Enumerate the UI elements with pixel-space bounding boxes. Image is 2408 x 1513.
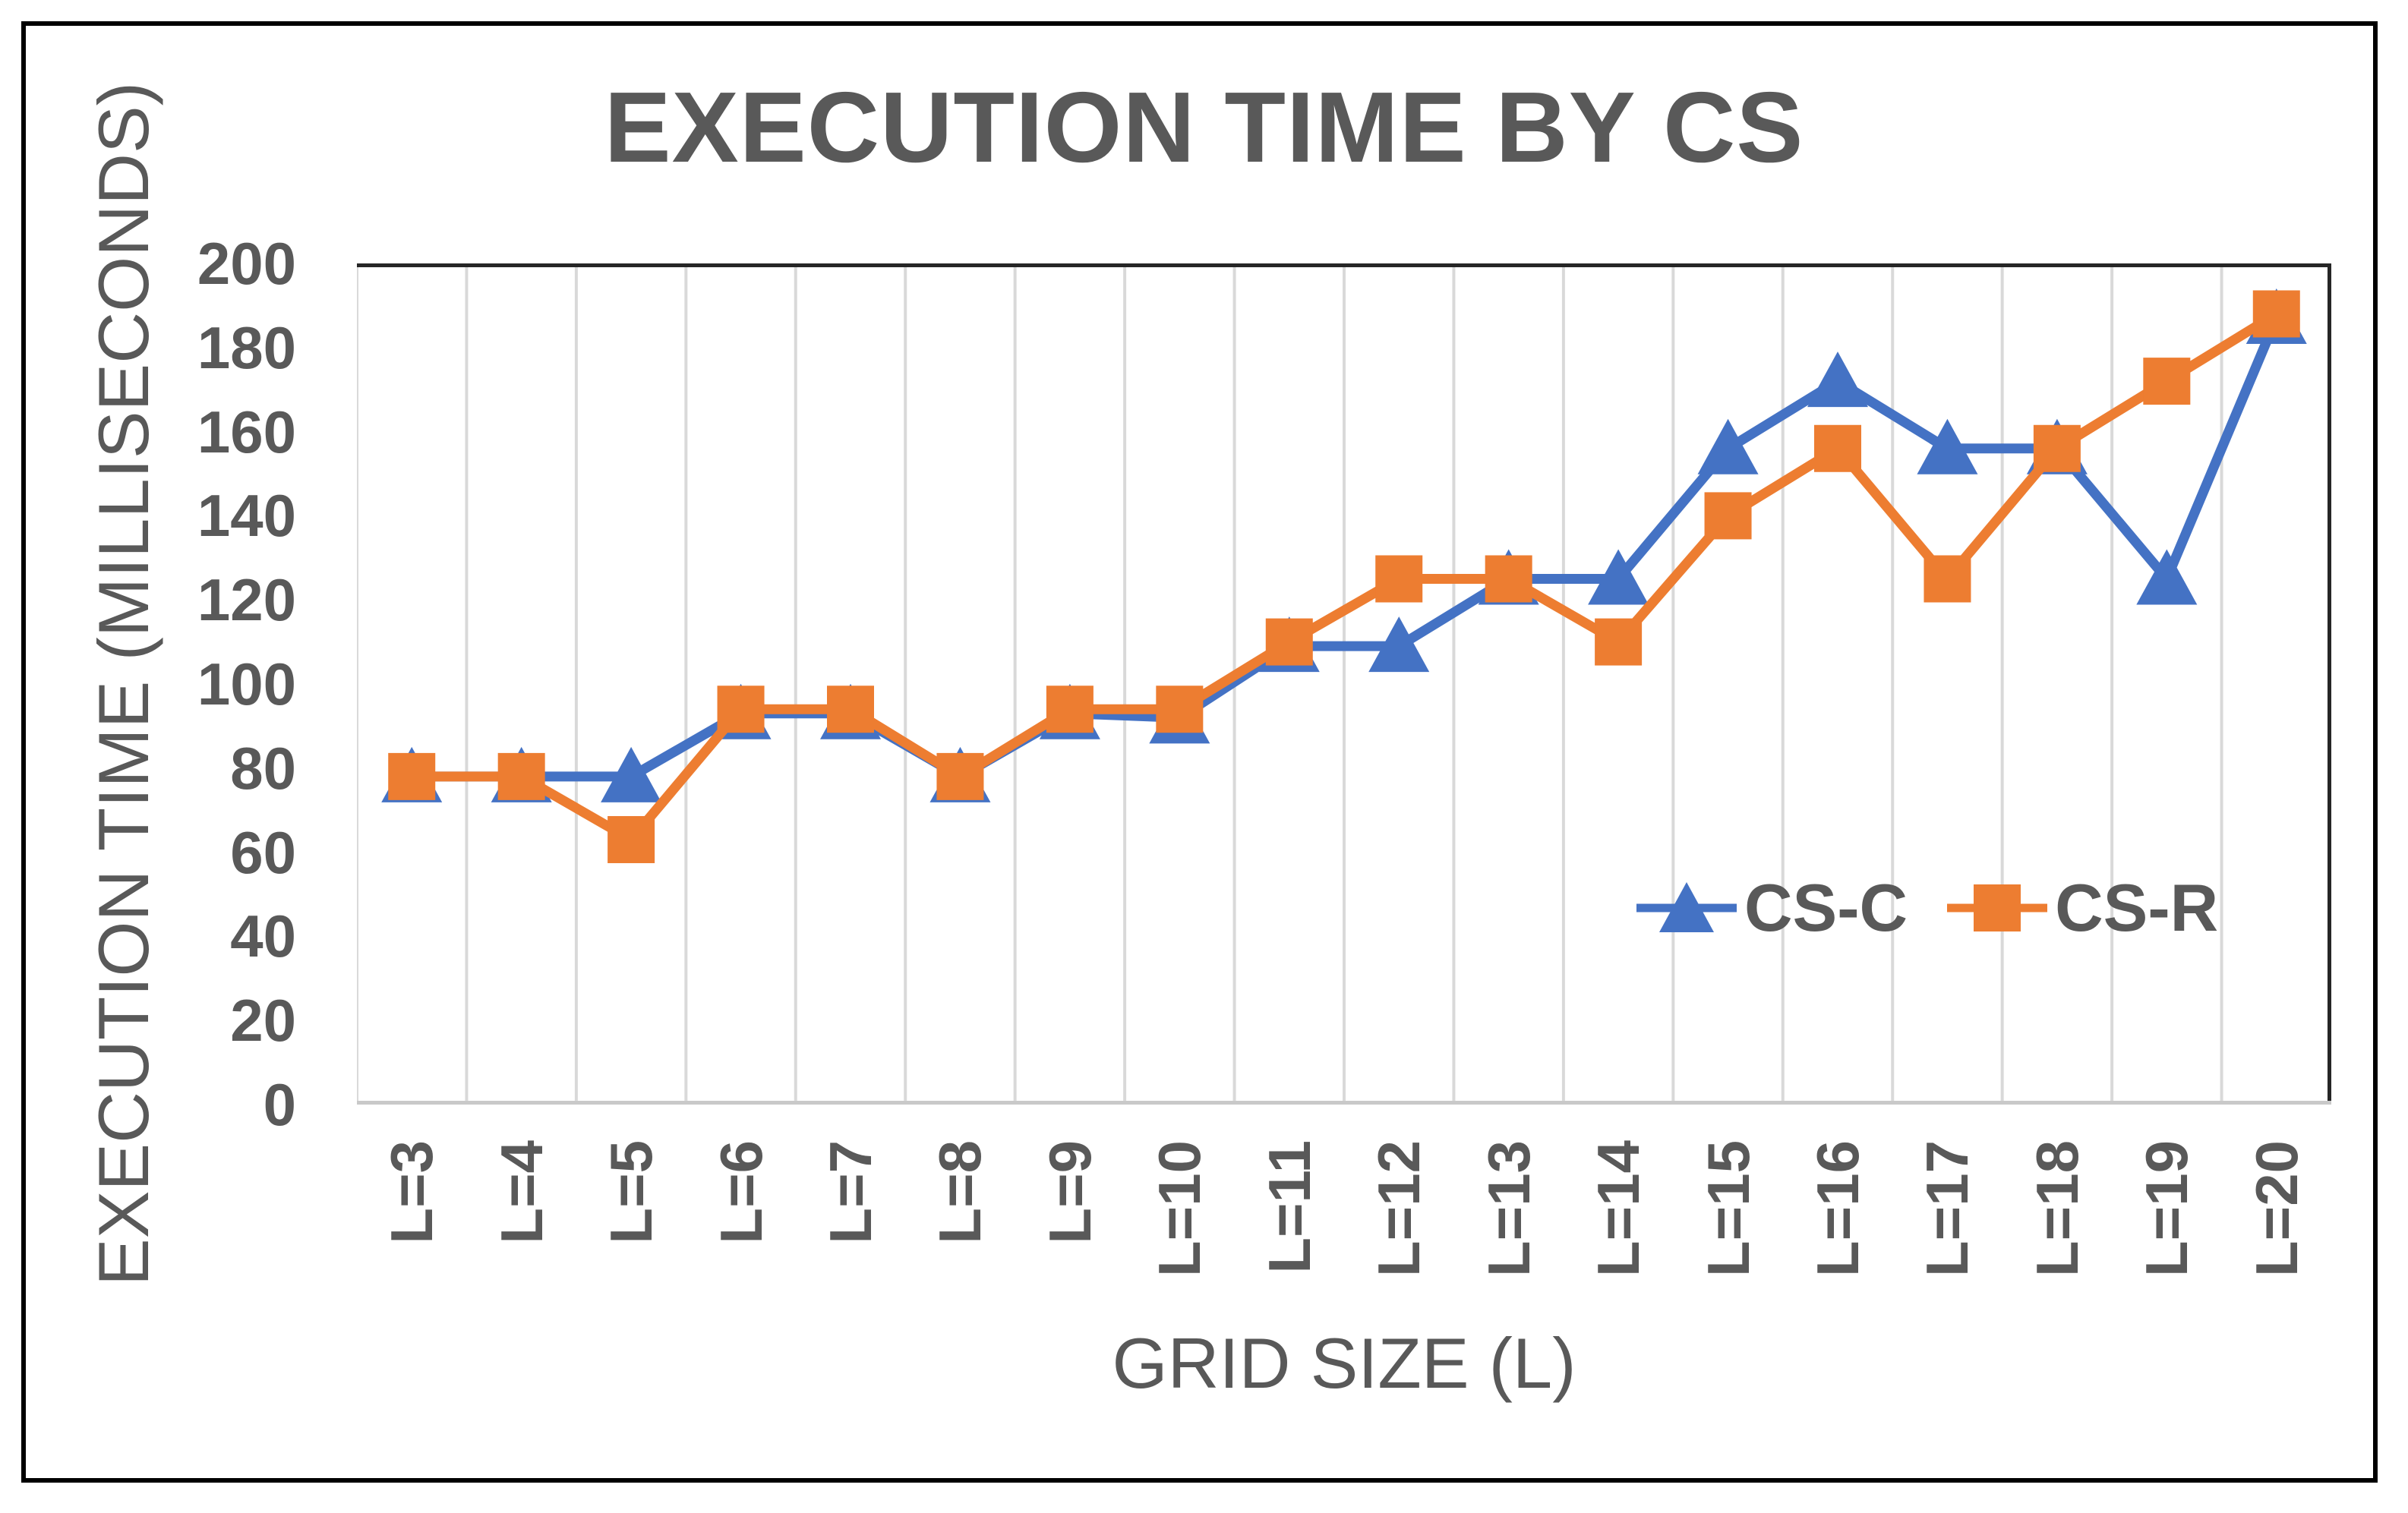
y-tick-label: 180 — [197, 314, 296, 381]
legend-label: CS-C — [1744, 870, 1908, 945]
y-tick-label: 40 — [230, 903, 296, 970]
square-marker-cs-r — [1595, 618, 1643, 666]
square-marker-cs-r — [1704, 492, 1752, 540]
square-marker-cs-r — [1046, 686, 1094, 733]
y-tick-label: 80 — [230, 734, 296, 802]
y-tick-label: 0 — [263, 1071, 296, 1138]
square-marker-cs-r — [1156, 686, 1204, 733]
x-tick-label: L=16 — [1804, 1140, 1871, 1277]
triangle-marker-cs-c — [1917, 418, 1978, 474]
triangle-marker-cs-c — [1588, 549, 1649, 605]
square-marker-cs-r — [1924, 555, 1971, 603]
y-tick-label: 60 — [230, 818, 296, 886]
x-tick-label: L=20 — [2242, 1140, 2310, 1277]
x-tick-label: L=3 — [378, 1140, 446, 1244]
x-tick-label: L=8 — [926, 1140, 994, 1244]
triangle-marker-cs-c — [601, 746, 662, 802]
x-tick-label: L=14 — [1585, 1140, 1652, 1277]
square-marker-cs-r — [608, 815, 655, 863]
x-tick-label: L=9 — [1036, 1140, 1103, 1244]
x-axis-title: GRID SIZE (L) — [1112, 1323, 1576, 1403]
legend-square-marker-icon — [1947, 884, 2048, 931]
square-marker-cs-r — [1485, 555, 1532, 603]
triangle-marker-cs-c — [1807, 351, 1868, 408]
triangle-marker-cs-c — [2136, 549, 2198, 605]
square-marker-cs-r — [2143, 358, 2191, 405]
legend-item-cs-c: CS-C — [1636, 869, 1908, 947]
x-tick-label: L=15 — [1694, 1140, 1762, 1277]
square-marker-cs-r — [1265, 618, 1313, 666]
x-tick-label: L=13 — [1475, 1140, 1542, 1277]
x-tick-label: L=12 — [1365, 1140, 1433, 1277]
square-marker-cs-r — [388, 752, 436, 800]
square-marker-cs-r — [936, 752, 984, 800]
x-tick-label: L=6 — [707, 1140, 775, 1244]
square-marker-cs-r — [717, 686, 765, 733]
y-tick-label: 160 — [197, 398, 296, 465]
square-marker-cs-r — [827, 686, 874, 733]
x-tick-label: L=5 — [598, 1140, 665, 1244]
x-tick-label: L=11 — [1255, 1140, 1323, 1274]
x-tick-label: L=10 — [1146, 1140, 1213, 1277]
x-tick-label: L=19 — [2133, 1140, 2201, 1277]
y-tick-label: 140 — [197, 482, 296, 550]
triangle-marker-cs-c — [1697, 418, 1759, 474]
square-marker-cs-r — [2252, 290, 2300, 338]
square-marker-cs-r — [1375, 555, 1423, 603]
y-tick-label: 200 — [197, 230, 296, 297]
x-tick-label: L=17 — [1914, 1140, 1981, 1277]
y-tick-label: 100 — [197, 651, 296, 717]
legend-label: CS-R — [2055, 870, 2219, 945]
legend: CS-C CS-R — [1636, 864, 2218, 952]
x-tick-label: L=18 — [2023, 1140, 2091, 1277]
y-tick-label: 20 — [230, 987, 296, 1054]
y-tick-label: 120 — [197, 566, 296, 634]
chart-plot-svg — [357, 263, 2331, 1105]
legend-triangle-marker-icon — [1636, 882, 1737, 932]
chart-title: EXECUTION TIME BY CS — [604, 71, 1804, 183]
x-tick-label: L=4 — [488, 1140, 555, 1244]
square-marker-cs-r — [1814, 424, 1861, 472]
triangle-marker-cs-c — [1368, 616, 1430, 673]
x-tick-label: L=7 — [817, 1140, 884, 1244]
plot-area — [357, 263, 2331, 1105]
legend-item-cs-r: CS-R — [1947, 869, 2218, 947]
square-marker-cs-r — [2033, 424, 2081, 472]
square-marker-cs-r — [497, 752, 545, 800]
